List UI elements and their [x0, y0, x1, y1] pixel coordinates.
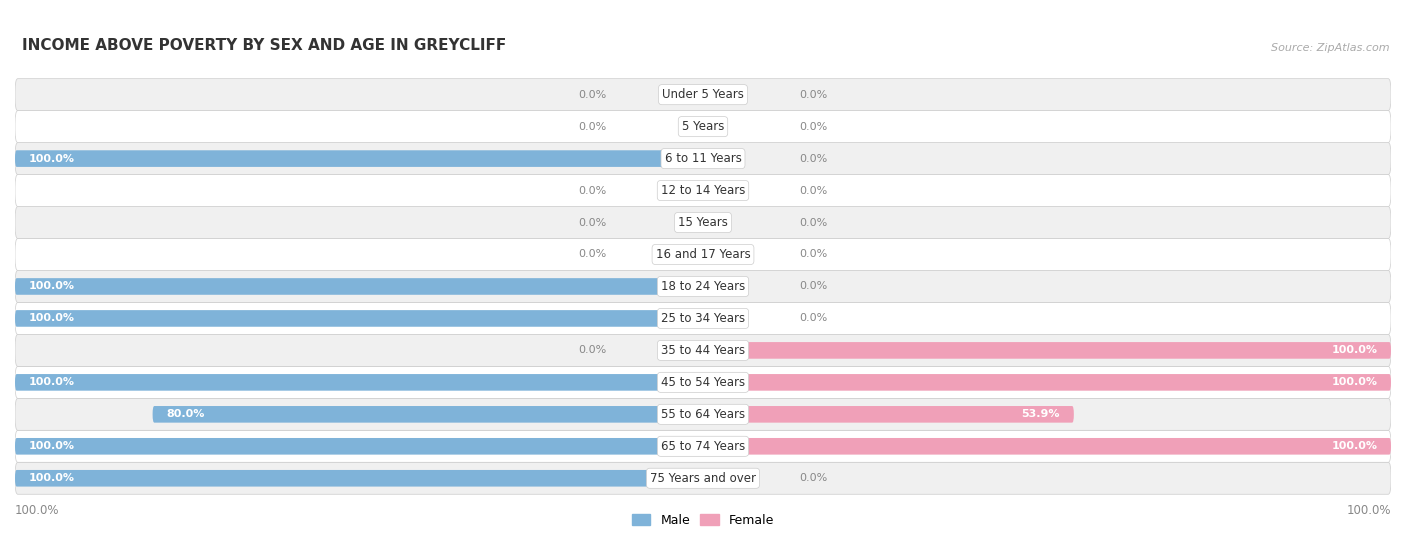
Text: 0.0%: 0.0%: [578, 249, 606, 259]
Text: 0.0%: 0.0%: [578, 345, 606, 356]
Text: 53.9%: 53.9%: [1022, 409, 1060, 419]
Text: Under 5 Years: Under 5 Years: [662, 88, 744, 101]
FancyBboxPatch shape: [703, 342, 1391, 359]
Text: Source: ZipAtlas.com: Source: ZipAtlas.com: [1271, 42, 1389, 53]
FancyBboxPatch shape: [15, 470, 703, 486]
Text: 0.0%: 0.0%: [800, 122, 828, 131]
FancyBboxPatch shape: [15, 462, 1391, 494]
Text: 75 Years and over: 75 Years and over: [650, 472, 756, 485]
Text: 55 to 64 Years: 55 to 64 Years: [661, 408, 745, 421]
FancyBboxPatch shape: [703, 406, 1074, 423]
Text: 100.0%: 100.0%: [28, 441, 75, 451]
FancyBboxPatch shape: [15, 430, 1391, 462]
Text: 0.0%: 0.0%: [800, 314, 828, 324]
Text: 0.0%: 0.0%: [800, 89, 828, 100]
FancyBboxPatch shape: [15, 334, 1391, 366]
Text: 15 Years: 15 Years: [678, 216, 728, 229]
Text: 100.0%: 100.0%: [28, 282, 75, 291]
FancyBboxPatch shape: [703, 374, 1391, 391]
Text: 35 to 44 Years: 35 to 44 Years: [661, 344, 745, 357]
Text: 100.0%: 100.0%: [1347, 504, 1391, 517]
FancyBboxPatch shape: [15, 399, 1391, 430]
Text: 0.0%: 0.0%: [800, 154, 828, 164]
Text: 80.0%: 80.0%: [166, 409, 205, 419]
Text: INCOME ABOVE POVERTY BY SEX AND AGE IN GREYCLIFF: INCOME ABOVE POVERTY BY SEX AND AGE IN G…: [22, 37, 506, 53]
FancyBboxPatch shape: [153, 406, 703, 423]
Text: 0.0%: 0.0%: [800, 217, 828, 228]
Text: 100.0%: 100.0%: [15, 504, 59, 517]
FancyBboxPatch shape: [15, 302, 1391, 334]
Text: 100.0%: 100.0%: [28, 377, 75, 387]
FancyBboxPatch shape: [15, 239, 1391, 271]
FancyBboxPatch shape: [15, 366, 1391, 399]
Text: 0.0%: 0.0%: [800, 186, 828, 196]
FancyBboxPatch shape: [703, 438, 1391, 454]
Text: 0.0%: 0.0%: [800, 282, 828, 291]
Text: 0.0%: 0.0%: [800, 249, 828, 259]
Text: 0.0%: 0.0%: [578, 217, 606, 228]
FancyBboxPatch shape: [15, 271, 1391, 302]
Text: 100.0%: 100.0%: [28, 314, 75, 324]
Text: 0.0%: 0.0%: [578, 89, 606, 100]
Text: 0.0%: 0.0%: [578, 186, 606, 196]
FancyBboxPatch shape: [15, 143, 1391, 174]
FancyBboxPatch shape: [15, 79, 1391, 111]
FancyBboxPatch shape: [15, 374, 703, 391]
FancyBboxPatch shape: [15, 206, 1391, 239]
Text: 65 to 74 Years: 65 to 74 Years: [661, 440, 745, 453]
Text: 100.0%: 100.0%: [28, 473, 75, 484]
Text: 100.0%: 100.0%: [28, 154, 75, 164]
Text: 25 to 34 Years: 25 to 34 Years: [661, 312, 745, 325]
Text: 16 and 17 Years: 16 and 17 Years: [655, 248, 751, 261]
Text: 5 Years: 5 Years: [682, 120, 724, 133]
FancyBboxPatch shape: [15, 150, 703, 167]
FancyBboxPatch shape: [15, 278, 703, 295]
FancyBboxPatch shape: [15, 438, 703, 454]
Text: 100.0%: 100.0%: [1331, 441, 1378, 451]
FancyBboxPatch shape: [15, 310, 703, 327]
FancyBboxPatch shape: [15, 111, 1391, 143]
Text: 45 to 54 Years: 45 to 54 Years: [661, 376, 745, 389]
Text: 100.0%: 100.0%: [1331, 345, 1378, 356]
Legend: Male, Female: Male, Female: [631, 514, 775, 527]
Text: 6 to 11 Years: 6 to 11 Years: [665, 152, 741, 165]
Text: 0.0%: 0.0%: [578, 122, 606, 131]
FancyBboxPatch shape: [15, 174, 1391, 206]
Text: 12 to 14 Years: 12 to 14 Years: [661, 184, 745, 197]
Text: 0.0%: 0.0%: [800, 473, 828, 484]
Text: 18 to 24 Years: 18 to 24 Years: [661, 280, 745, 293]
Text: 100.0%: 100.0%: [1331, 377, 1378, 387]
